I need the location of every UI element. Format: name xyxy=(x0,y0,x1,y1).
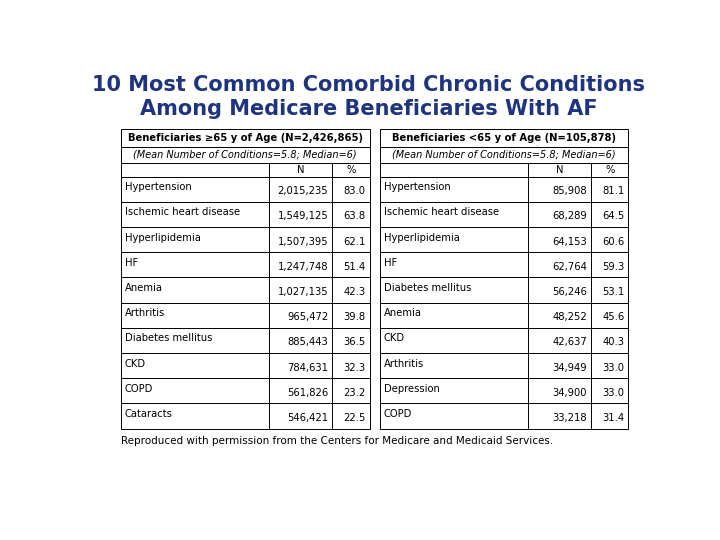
Text: 64,153: 64,153 xyxy=(552,237,588,247)
Text: 784,631: 784,631 xyxy=(287,363,328,373)
Text: 1,507,395: 1,507,395 xyxy=(278,237,328,247)
Bar xyxy=(121,177,369,202)
Bar xyxy=(379,163,629,177)
Text: 42,637: 42,637 xyxy=(552,338,588,347)
Text: 1,549,125: 1,549,125 xyxy=(278,212,328,221)
Text: 34,900: 34,900 xyxy=(553,388,588,398)
Bar xyxy=(379,177,629,202)
Bar xyxy=(379,403,629,429)
Bar xyxy=(379,278,629,302)
Bar xyxy=(121,403,369,429)
Text: %: % xyxy=(346,165,356,175)
Text: CKD: CKD xyxy=(125,359,145,368)
Text: 33.0: 33.0 xyxy=(603,363,624,373)
Text: 965,472: 965,472 xyxy=(287,312,328,322)
Text: 56,246: 56,246 xyxy=(552,287,588,297)
Text: Hypertension: Hypertension xyxy=(125,182,192,192)
Text: N: N xyxy=(556,165,563,175)
Bar xyxy=(379,227,629,252)
Bar xyxy=(379,353,629,378)
Text: 561,826: 561,826 xyxy=(287,388,328,398)
Text: Arthritis: Arthritis xyxy=(125,308,165,318)
Text: 62,764: 62,764 xyxy=(552,262,588,272)
Text: COPD: COPD xyxy=(125,384,153,394)
Text: %: % xyxy=(605,165,614,175)
Bar xyxy=(121,378,369,403)
Bar xyxy=(379,302,629,328)
Text: 1,247,748: 1,247,748 xyxy=(278,262,328,272)
Text: (Mean Number of Conditions=5.8; Median=6): (Mean Number of Conditions=5.8; Median=6… xyxy=(133,150,357,160)
Text: 546,421: 546,421 xyxy=(287,413,328,423)
Bar xyxy=(379,378,629,403)
Text: 33,218: 33,218 xyxy=(553,413,588,423)
Text: 68,289: 68,289 xyxy=(552,212,588,221)
Text: Reproduced with permission from the Centers for Medicare and Medicaid Services.: Reproduced with permission from the Cent… xyxy=(121,436,553,446)
Text: 10 Most Common Comorbid Chronic Conditions
Among Medicare Beneficiaries With AF: 10 Most Common Comorbid Chronic Conditio… xyxy=(92,75,646,119)
Text: 53.1: 53.1 xyxy=(603,287,624,297)
Text: CKD: CKD xyxy=(384,333,405,343)
Bar xyxy=(121,278,369,302)
Bar xyxy=(121,202,369,227)
Text: 1,027,135: 1,027,135 xyxy=(278,287,328,297)
Bar xyxy=(121,129,369,147)
Bar xyxy=(121,163,369,177)
Bar xyxy=(379,328,629,353)
Text: HF: HF xyxy=(125,258,138,268)
Text: Hyperlipidemia: Hyperlipidemia xyxy=(384,233,459,242)
Text: 60.6: 60.6 xyxy=(603,237,624,247)
Text: Arthritis: Arthritis xyxy=(384,359,424,368)
Text: 48,252: 48,252 xyxy=(552,312,588,322)
Text: 64.5: 64.5 xyxy=(603,212,624,221)
Bar xyxy=(121,227,369,252)
Text: 63.8: 63.8 xyxy=(343,212,366,221)
Text: Diabetes mellitus: Diabetes mellitus xyxy=(125,333,212,343)
Text: 33.0: 33.0 xyxy=(603,388,624,398)
Text: 23.2: 23.2 xyxy=(343,388,366,398)
Bar xyxy=(379,252,629,278)
Text: 34,949: 34,949 xyxy=(553,363,588,373)
Text: Beneficiaries <65 y of Age (N=105,878): Beneficiaries <65 y of Age (N=105,878) xyxy=(392,133,616,143)
Text: 2,015,235: 2,015,235 xyxy=(278,186,328,196)
Text: 40.3: 40.3 xyxy=(603,338,624,347)
Text: Beneficiaries ≥65 y of Age (N=2,426,865): Beneficiaries ≥65 y of Age (N=2,426,865) xyxy=(127,133,363,143)
Text: COPD: COPD xyxy=(384,409,412,419)
Text: N: N xyxy=(297,165,305,175)
Text: 22.5: 22.5 xyxy=(343,413,366,423)
Text: 59.3: 59.3 xyxy=(603,262,624,272)
Text: 36.5: 36.5 xyxy=(343,338,366,347)
Text: 42.3: 42.3 xyxy=(343,287,366,297)
Text: Hyperlipidemia: Hyperlipidemia xyxy=(125,233,200,242)
Text: 39.8: 39.8 xyxy=(343,312,366,322)
Text: 85,908: 85,908 xyxy=(553,186,588,196)
Text: 62.1: 62.1 xyxy=(343,237,366,247)
Text: 51.4: 51.4 xyxy=(343,262,366,272)
Bar xyxy=(121,147,369,163)
Text: Hypertension: Hypertension xyxy=(384,182,450,192)
Text: 45.6: 45.6 xyxy=(603,312,624,322)
Text: 885,443: 885,443 xyxy=(287,338,328,347)
Bar xyxy=(121,252,369,278)
Text: Cataracts: Cataracts xyxy=(125,409,173,419)
Bar xyxy=(121,302,369,328)
Text: Anemia: Anemia xyxy=(125,283,163,293)
Text: (Mean Number of Conditions=5.8; Median=6): (Mean Number of Conditions=5.8; Median=6… xyxy=(392,150,616,160)
Text: Depression: Depression xyxy=(384,384,439,394)
Text: Diabetes mellitus: Diabetes mellitus xyxy=(384,283,471,293)
Text: HF: HF xyxy=(384,258,397,268)
Bar xyxy=(379,202,629,227)
Bar xyxy=(379,147,629,163)
Text: Ischemic heart disease: Ischemic heart disease xyxy=(384,207,499,217)
Text: Ischemic heart disease: Ischemic heart disease xyxy=(125,207,240,217)
Text: 83.0: 83.0 xyxy=(343,186,366,196)
Text: 32.3: 32.3 xyxy=(343,363,366,373)
Bar xyxy=(121,353,369,378)
Text: 81.1: 81.1 xyxy=(603,186,624,196)
Text: Anemia: Anemia xyxy=(384,308,421,318)
Text: 31.4: 31.4 xyxy=(603,413,624,423)
Bar xyxy=(379,129,629,147)
Bar xyxy=(121,328,369,353)
